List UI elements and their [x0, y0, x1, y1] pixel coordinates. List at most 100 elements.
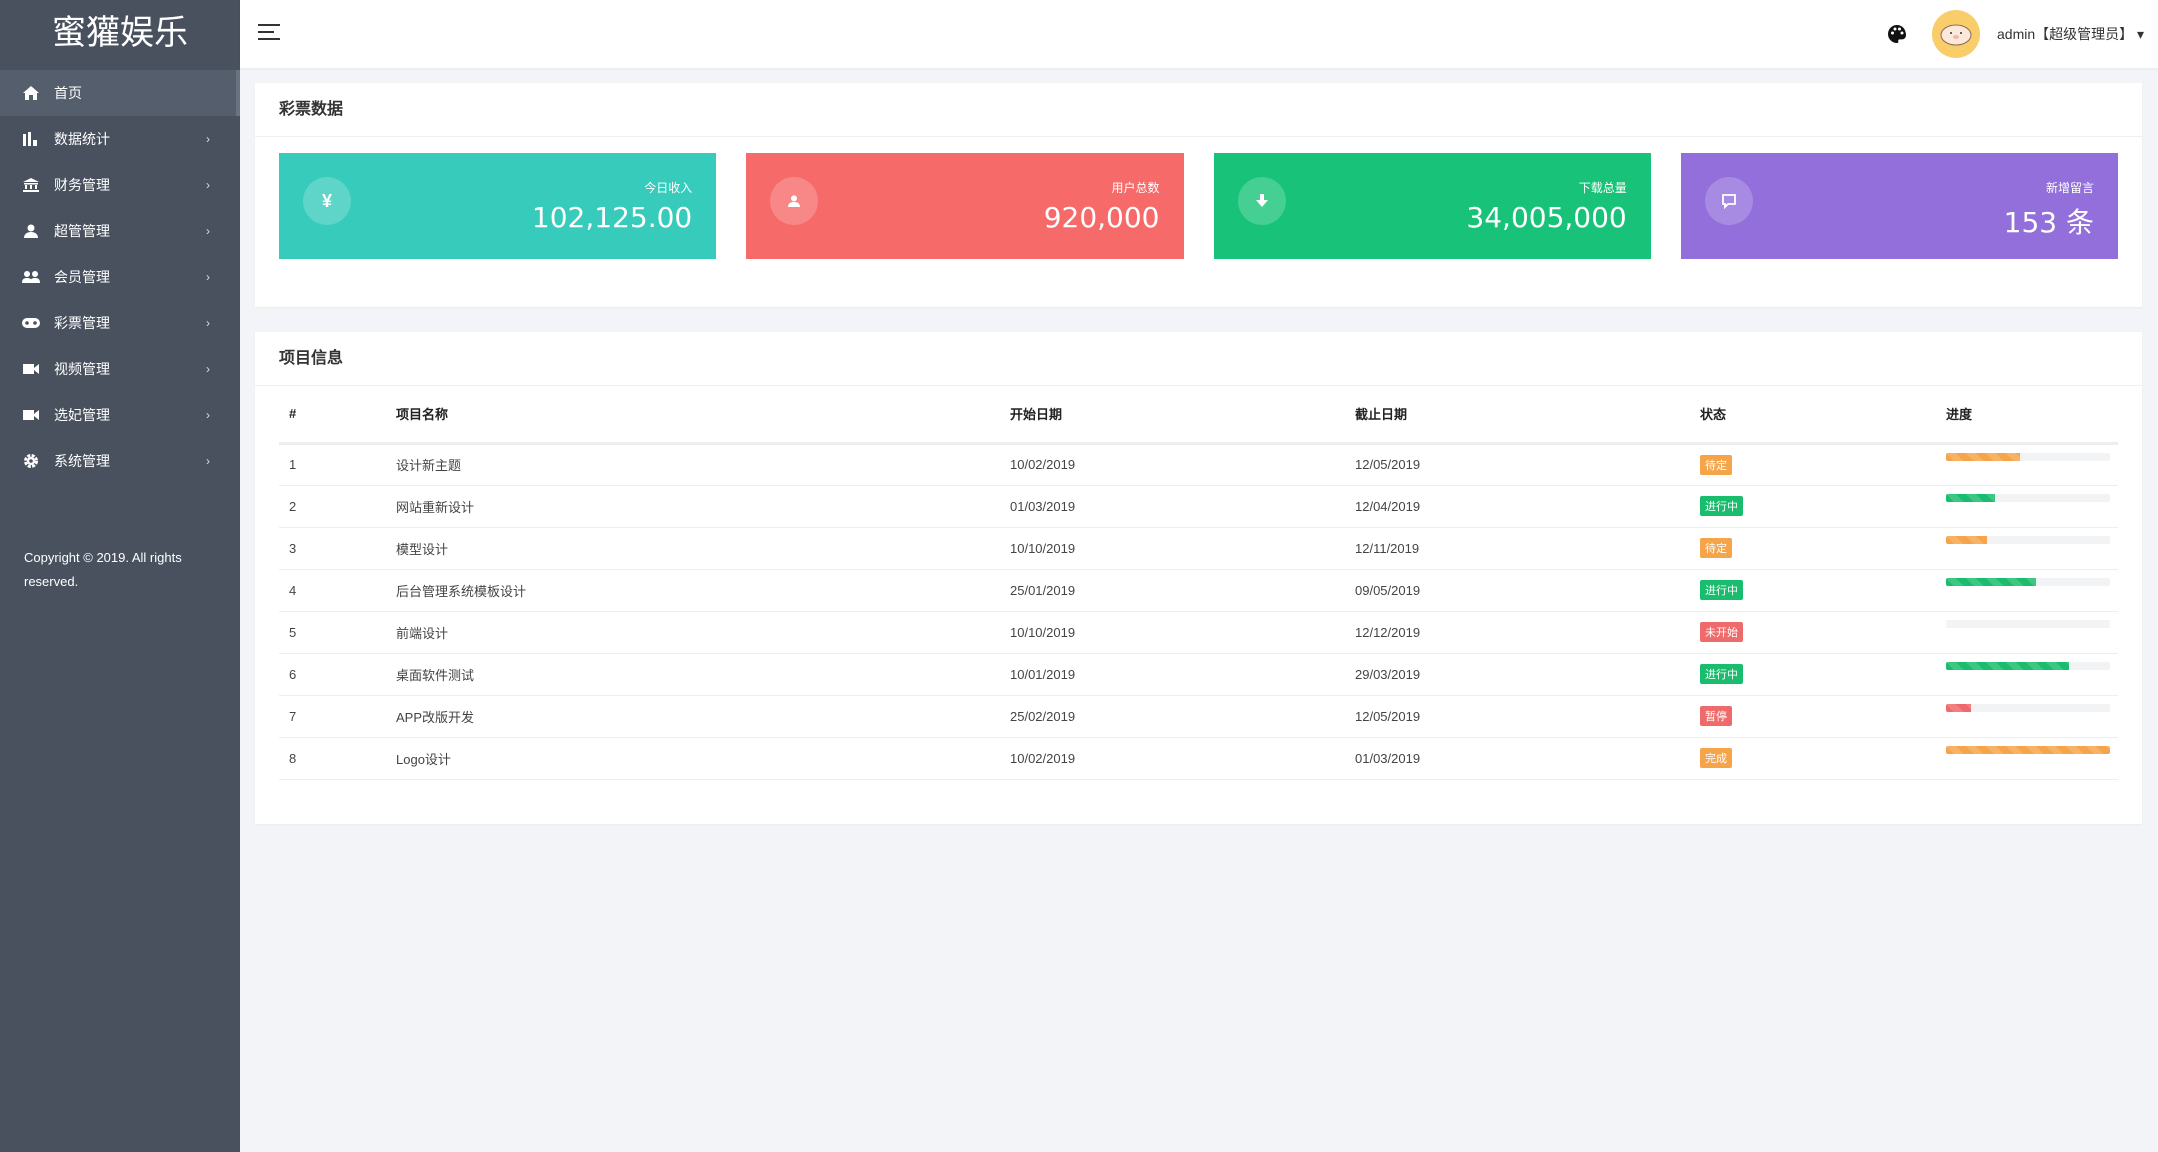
progress-bar — [1946, 452, 2110, 461]
progress-fill — [1946, 704, 1971, 712]
menu-toggle-icon[interactable] — [258, 24, 280, 42]
home-icon — [22, 84, 40, 102]
chevron-right-icon: › — [206, 362, 210, 376]
row-id: 7 — [279, 695, 386, 738]
end-date: 12/05/2019 — [1345, 695, 1690, 738]
project-name: Logo设计 — [386, 737, 1000, 780]
progress-bar — [1946, 536, 2110, 544]
chevron-right-icon: › — [206, 132, 210, 146]
status-badge: 暂停 — [1700, 706, 1732, 726]
end-date: 01/03/2019 — [1345, 737, 1690, 780]
status-badge: 未开始 — [1700, 622, 1743, 642]
user-name: admin【超级管理员】 — [1997, 26, 2134, 42]
gear-icon — [22, 452, 40, 470]
sidebar-item-2[interactable]: 财务管理 › — [0, 162, 240, 208]
row-id: 1 — [279, 443, 386, 486]
sidebar-item-5[interactable]: 彩票管理 › — [0, 300, 240, 346]
row-id: 6 — [279, 653, 386, 696]
status-badge: 待定 — [1700, 538, 1732, 558]
palette-icon[interactable] — [1887, 24, 1907, 44]
sidebar-nav: 首页 数据统计 › 财务管理 › 超管管理 › 会员管理 › 彩票管理 › 视频管理 › 选妃管理 › 系统管… — [0, 70, 240, 484]
sidebar-item-label: 数据统计 — [54, 131, 110, 147]
bar-chart-icon — [22, 130, 40, 148]
start-date: 25/02/2019 — [1000, 695, 1345, 738]
stats-panel: 彩票数据 ¥ 今日收入 102,125.00 用户总数 920,000 下载总量 34,00… — [255, 83, 2142, 307]
start-date: 25/01/2019 — [1000, 569, 1345, 612]
status-badge: 完成 — [1700, 748, 1732, 768]
project-name: 后台管理系统模板设计 — [386, 569, 1000, 612]
stat-card: 下载总量 34,005,000 — [1213, 153, 1651, 259]
row-id: 5 — [279, 611, 386, 654]
start-date: 10/10/2019 — [1000, 527, 1345, 570]
start-date: 10/02/2019 — [1000, 443, 1345, 486]
sidebar-item-1[interactable]: 数据统计 › — [0, 116, 240, 162]
video-icon — [22, 406, 40, 424]
end-date: 12/04/2019 — [1345, 485, 1690, 528]
caret-down-icon: ▾ — [2137, 26, 2145, 42]
project-name: APP改版开发 — [386, 695, 1000, 738]
sidebar-item-3[interactable]: 超管管理 › — [0, 208, 240, 254]
chevron-right-icon: › — [206, 408, 210, 422]
sidebar-item-6[interactable]: 视频管理 › — [0, 346, 240, 392]
sidebar-item-label: 彩票管理 — [54, 315, 110, 331]
sidebar-item-label: 会员管理 — [54, 269, 110, 285]
project-name: 设计新主题 — [386, 443, 1000, 486]
avatar[interactable] — [1932, 10, 1980, 58]
user-icon — [770, 177, 819, 225]
end-date: 29/03/2019 — [1345, 653, 1690, 696]
sidebar-item-0[interactable]: 首页 — [0, 70, 240, 116]
column-header: 开始日期 — [1000, 386, 1345, 445]
top-header: admin【超级管理员】 ▾ — [240, 0, 2158, 68]
table-row: 1 设计新主题 10/02/2019 12/05/2019 待定 — [279, 443, 2118, 486]
progress-bar — [1946, 620, 2110, 628]
sidebar-item-label: 视频管理 — [54, 361, 110, 377]
user-menu[interactable]: admin【超级管理员】 ▾ — [1997, 24, 2144, 44]
sidebar-item-7[interactable]: 选妃管理 › — [0, 392, 240, 438]
table-row: 5 前端设计 10/10/2019 12/12/2019 未开始 — [279, 611, 2118, 654]
start-date: 01/03/2019 — [1000, 485, 1345, 528]
bank-icon — [22, 176, 40, 194]
progress-fill — [1946, 746, 2110, 754]
sidebar-item-8[interactable]: 系统管理 › — [0, 438, 240, 484]
sidebar-item-4[interactable]: 会员管理 › — [0, 254, 240, 300]
table-row: 8 Logo设计 10/02/2019 01/03/2019 完成 — [279, 737, 2118, 780]
stat-label: 用户总数 — [1111, 181, 1160, 195]
sidebar: 蜜獾娱乐 首页 数据统计 › 财务管理 › 超管管理 › 会员管理 › 彩票管理 › 视频管理 › 选妃管… — [0, 0, 240, 1152]
progress-bar — [1946, 494, 2110, 502]
stat-label: 下载总量 — [1578, 181, 1627, 195]
project-name: 模型设计 — [386, 527, 1000, 570]
row-id: 2 — [279, 485, 386, 528]
table-row: 2 网站重新设计 01/03/2019 12/04/2019 进行中 — [279, 485, 2118, 528]
pig-avatar-icon — [1940, 24, 1972, 46]
projects-title: 项目信息 — [255, 332, 2142, 386]
table-row: 7 APP改版开发 25/02/2019 12/05/2019 暂停 — [279, 695, 2118, 738]
sidebar-item-label: 系统管理 — [54, 453, 110, 469]
status-badge: 进行中 — [1700, 496, 1743, 516]
project-name: 桌面软件测试 — [386, 653, 1000, 696]
user-icon — [22, 222, 40, 240]
table-row: 3 模型设计 10/10/2019 12/11/2019 待定 — [279, 527, 2118, 570]
brand-logo: 蜜獾娱乐 — [52, 13, 188, 53]
sidebar-item-label: 超管管理 — [54, 223, 110, 239]
start-date: 10/02/2019 — [1000, 737, 1345, 780]
chevron-right-icon: › — [206, 270, 210, 284]
start-date: 10/10/2019 — [1000, 611, 1345, 654]
progress-bar — [1946, 704, 2110, 712]
row-id: 3 — [279, 527, 386, 570]
column-header: # — [279, 386, 386, 445]
stats-title: 彩票数据 — [255, 83, 2142, 137]
comment-icon — [1704, 177, 1753, 225]
stat-value: 920,000 — [1043, 201, 1160, 234]
end-date: 12/11/2019 — [1345, 527, 1690, 570]
progress-fill — [1946, 536, 1987, 544]
stat-label: 新增留言 — [2045, 181, 2094, 195]
stat-card: ¥ 今日收入 102,125.00 — [279, 153, 717, 259]
status-badge: 待定 — [1700, 454, 1732, 475]
chevron-right-icon: › — [206, 316, 210, 330]
sidebar-item-label: 首页 — [54, 85, 82, 101]
progress-bar — [1946, 578, 2110, 586]
chevron-right-icon: › — [206, 454, 210, 468]
video-icon — [22, 360, 40, 378]
gamepad-icon — [22, 314, 40, 332]
progress-bar — [1946, 746, 2110, 754]
